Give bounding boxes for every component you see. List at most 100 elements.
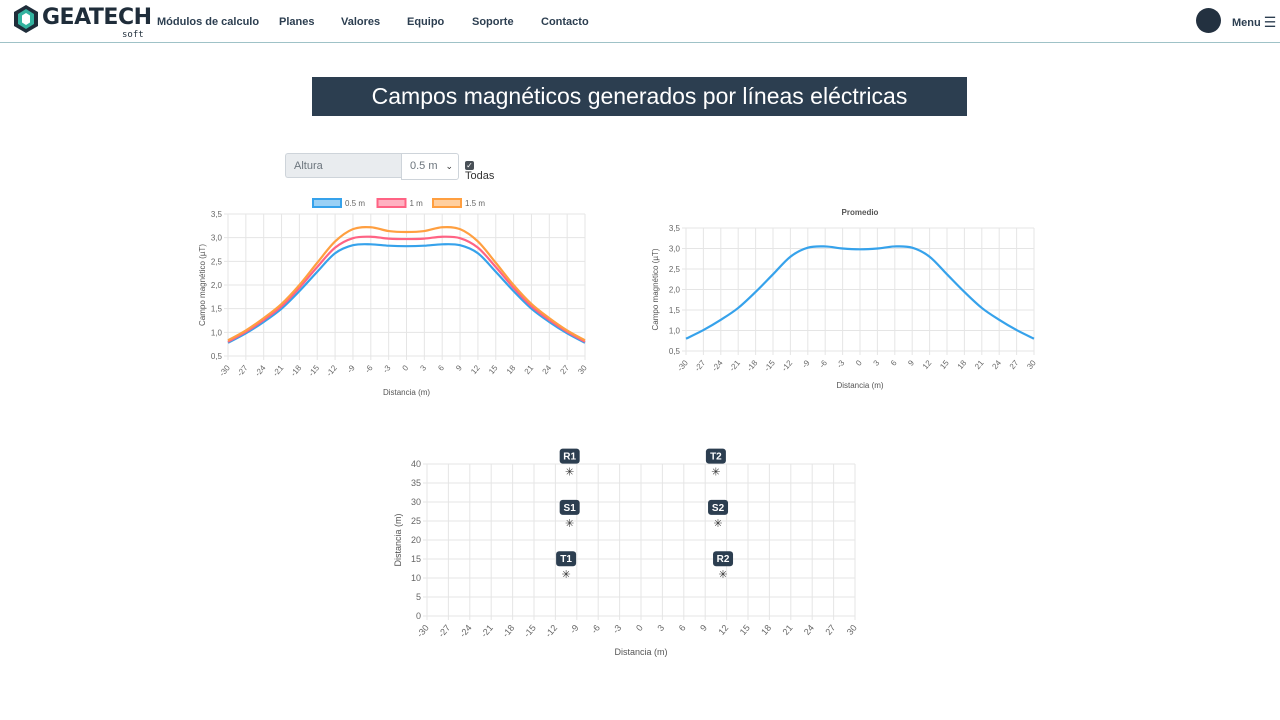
- x-tick-label: 27: [1008, 358, 1021, 371]
- y-tick-label: 0,5: [669, 347, 681, 356]
- menu-button[interactable]: Menu ☰: [1232, 13, 1276, 30]
- y-tick-label: 35: [411, 478, 421, 488]
- x-tick-label: 30: [845, 623, 859, 637]
- x-tick-label: 21: [781, 623, 795, 637]
- conductor-label: R2: [717, 554, 730, 565]
- x-tick-label: 12: [469, 363, 482, 376]
- nav-link-modulos[interactable]: Módulos de calculo: [157, 16, 260, 28]
- legend-swatch: [312, 198, 342, 208]
- x-tick-label: -15: [763, 358, 778, 373]
- user-avatar[interactable]: [1196, 8, 1221, 33]
- y-axis-label: Campo magnético (µT): [651, 248, 660, 330]
- y-tick-label: 3,5: [669, 224, 681, 233]
- legend-swatch: [376, 198, 407, 208]
- x-tick-label: 3: [871, 358, 881, 368]
- x-tick-label: -21: [479, 623, 495, 639]
- height-label: Altura: [285, 153, 401, 178]
- y-tick-label: 3,5: [211, 210, 223, 219]
- series-line: [685, 245, 1035, 340]
- x-tick-label: -3: [381, 363, 393, 375]
- y-tick-label: 10: [411, 573, 421, 583]
- y-tick-label: 2,0: [211, 281, 223, 290]
- nav-link-valores[interactable]: Valores: [341, 16, 381, 28]
- conductor-point-icon: ✳: [565, 518, 574, 530]
- hamburger-icon: ☰: [1263, 14, 1277, 30]
- legend-label: 0.5 m: [345, 199, 365, 208]
- legend-label: 1.5 m: [465, 199, 485, 208]
- y-tick-label: 3,0: [669, 245, 681, 254]
- series-line: [227, 243, 586, 344]
- x-tick-label: -15: [307, 363, 322, 378]
- conductor-label: T1: [560, 554, 572, 565]
- x-tick-label: -6: [363, 363, 375, 375]
- x-tick-label: -6: [818, 358, 830, 370]
- y-tick-label: 3,0: [211, 234, 223, 243]
- series-line: [227, 225, 586, 342]
- x-tick-label: -9: [345, 363, 357, 375]
- menu-label: Menu: [1232, 17, 1261, 29]
- logo-text: GEATECH: [42, 5, 152, 30]
- y-axis-label: Distancia (m): [393, 513, 403, 566]
- x-tick-label: -21: [271, 363, 286, 378]
- x-tick-label: -27: [436, 623, 452, 639]
- y-tick-label: 2,5: [211, 257, 223, 266]
- x-tick-label: 15: [938, 358, 951, 371]
- x-tick-label: 9: [454, 363, 464, 373]
- conductor-point-icon: ✳: [561, 569, 570, 581]
- x-axis-label: Distancia (m): [614, 647, 667, 657]
- x-tick-label: 15: [738, 623, 752, 637]
- x-tick-label: -18: [745, 358, 760, 373]
- page-title: Campos magnéticos generados por líneas e…: [312, 77, 967, 116]
- conductor-label: S2: [712, 503, 725, 514]
- y-tick-label: 1,0: [669, 327, 681, 336]
- x-tick-label: 18: [956, 358, 969, 371]
- geatech-logo[interactable]: GEATECH soft: [12, 4, 152, 40]
- conductor-point-icon: ✳: [718, 569, 727, 581]
- conductor-label: T2: [710, 452, 722, 463]
- y-tick-label: 2,5: [669, 265, 681, 274]
- nav-link-equipo[interactable]: Equipo: [407, 16, 445, 28]
- conductor-label-badge: [559, 499, 580, 515]
- x-tick-label: 15: [487, 363, 500, 376]
- x-tick-label: 3: [418, 363, 428, 373]
- x-tick-label: -12: [325, 363, 340, 378]
- todas-checkbox[interactable]: ✓Todas: [465, 158, 494, 182]
- x-tick-label: -21: [728, 358, 743, 373]
- x-tick-label: 30: [1025, 358, 1038, 371]
- conductor-label-badge: [713, 551, 734, 567]
- navbar: GEATECH soft Módulos de calculo Planes V…: [0, 0, 1280, 43]
- nav-link-planes[interactable]: Planes: [279, 16, 315, 28]
- logo-hexagon-icon: [14, 5, 38, 33]
- height-select[interactable]: 0.5 m ⌄: [401, 153, 459, 180]
- x-tick-label: 6: [677, 623, 688, 633]
- x-tick-label: 21: [973, 358, 986, 371]
- x-tick-label: -24: [253, 363, 268, 378]
- conductor-label-badge: [705, 448, 726, 464]
- conductor-point-icon: ✳: [711, 467, 720, 479]
- y-tick-label: 5: [416, 592, 421, 602]
- chart-field-by-height: -30 -27 -24 -21 -18 -15 -12 -9 -6 -3 0 3 6 9 12 15 18 21 2…: [198, 198, 589, 397]
- chart-conductor-positions: -30 -27 -24 -21 -18 -15 -12 -9 -6 -3 0 3 6 9 12 15 18 21 2…: [393, 448, 859, 657]
- x-tick-label: 12: [716, 623, 730, 637]
- y-axis-label: Campo magnético (µT): [198, 244, 207, 326]
- x-tick-label: -9: [800, 358, 812, 370]
- height-select-value: 0.5 m: [410, 160, 438, 172]
- y-tick-label: 15: [411, 554, 421, 564]
- x-tick-label: -12: [780, 358, 795, 373]
- legend-swatch: [432, 198, 462, 208]
- x-tick-label: -27: [693, 358, 708, 373]
- x-tick-label: 24: [990, 358, 1003, 371]
- y-tick-label: 1,5: [669, 306, 681, 315]
- x-tick-label: 3: [655, 623, 666, 633]
- nav-link-soporte[interactable]: Soporte: [472, 16, 514, 28]
- conductor-label-badge: [559, 448, 580, 464]
- x-tick-label: 30: [576, 363, 589, 376]
- y-tick-label: 0: [416, 611, 421, 621]
- nav-link-contacto[interactable]: Contacto: [541, 16, 589, 28]
- x-tick-label: -24: [458, 623, 474, 639]
- y-tick-label: 0,5: [211, 352, 223, 361]
- x-tick-label: 24: [802, 623, 816, 637]
- y-tick-label: 40: [411, 459, 421, 469]
- chevron-down-icon: ⌄: [445, 161, 453, 171]
- x-tick-label: -6: [589, 623, 602, 636]
